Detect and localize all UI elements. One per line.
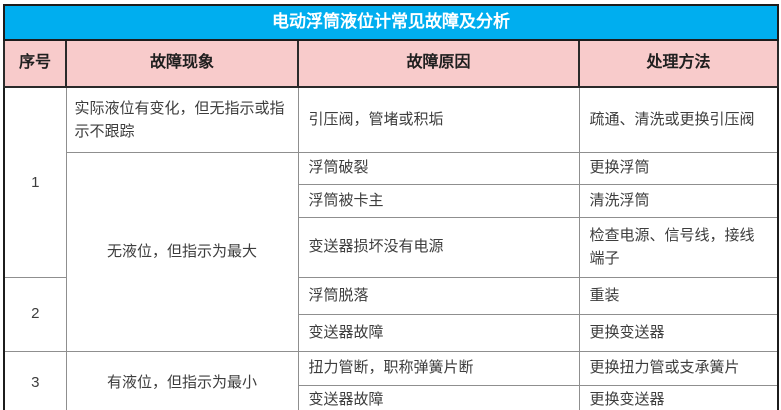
table-row: 3 有液位，但指示为最小 扭力管断，职称弹簧片断 更换扭力管或支承簧片 [3,350,779,410]
solution-cell: 清洗浮筒 [578,183,779,218]
serial-cell: 3 [3,350,67,410]
table-row: 1 实际液位有变化，但无指示或指示不跟踪 引压阀，管堵或积垢 疏通、清洗或更换引… [3,86,779,278]
table-row: 无液位，但指示为最大 浮筒破裂 更换浮筒 [4,151,779,352]
table-row: 浮筒被卡主 清洗浮筒 [4,183,779,218]
cause-cell: 引压阀，管堵或积垢 [297,86,580,153]
table-row: 变送器损坏没有电源 检查电源、信号线，接线端子 [4,216,779,278]
page-title: 电动浮筒液位计常见故障及分析 [3,4,779,41]
serial-cell: 2 [3,276,67,352]
column-header-solution: 处理方法 [578,39,779,88]
phenomenon-cell: 实际液位有变化，但无指示或指示不跟踪 [65,86,299,153]
table-title-row: 电动浮筒液位计常见故障及分析 [3,4,779,41]
serial-cell: 1 [3,86,67,278]
cause-cell: 扭力管断，职称弹簧片断 [297,350,580,386]
solution-cell: 疏通、清洗或更换引压阀 [578,86,779,153]
cause-cell: 变送器损坏没有电源 [297,216,580,278]
column-header-serial: 序号 [3,39,67,88]
fault-table: 电动浮筒液位计常见故障及分析 序号 故障现象 故障原因 处理方法 1 实际液位有… [3,4,779,410]
table-row: 变送器故障 更换变送器 [4,313,779,352]
column-header-cause: 故障原因 [297,39,580,88]
cause-cell: 浮筒脱落 [297,276,580,315]
cause-cell: 浮筒被卡主 [297,183,580,218]
solution-cell: 更换变送器 [578,384,779,410]
column-header-phenomenon: 故障现象 [65,39,299,88]
solution-cell: 重装 [578,276,779,315]
solution-cell: 更换浮筒 [578,151,779,185]
cause-cell: 变送器故障 [297,384,580,410]
phenomenon-cell: 无液位，但指示为最大 [65,151,299,352]
cause-cell: 变送器故障 [297,313,580,352]
solution-cell: 检查电源、信号线，接线端子 [578,216,779,278]
solution-cell: 更换变送器 [578,313,779,352]
cause-cell: 浮筒破裂 [297,151,580,185]
table-row: 2 浮筒脱落 重装 [3,276,779,352]
solution-cell: 更换扭力管或支承簧片 [578,350,779,386]
table-row: 变送器故障 更换变送器 [4,384,779,410]
phenomenon-cell: 有液位，但指示为最小 [65,350,299,410]
table-header-row: 序号 故障现象 故障原因 处理方法 [3,39,779,88]
